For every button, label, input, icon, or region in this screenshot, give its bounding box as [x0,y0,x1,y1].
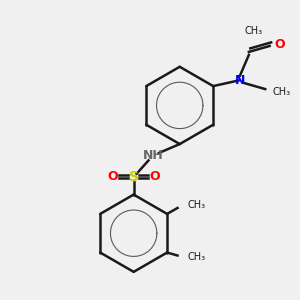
Text: CH₃: CH₃ [273,87,291,97]
Text: N: N [235,74,245,87]
Text: CH₃: CH₃ [188,200,206,210]
Text: CH₃: CH₃ [188,252,206,262]
Text: CH₃: CH₃ [244,26,262,36]
Text: S: S [129,170,139,184]
Text: NH: NH [142,149,163,162]
Text: O: O [149,170,160,183]
Text: O: O [107,170,118,183]
Text: O: O [274,38,285,51]
